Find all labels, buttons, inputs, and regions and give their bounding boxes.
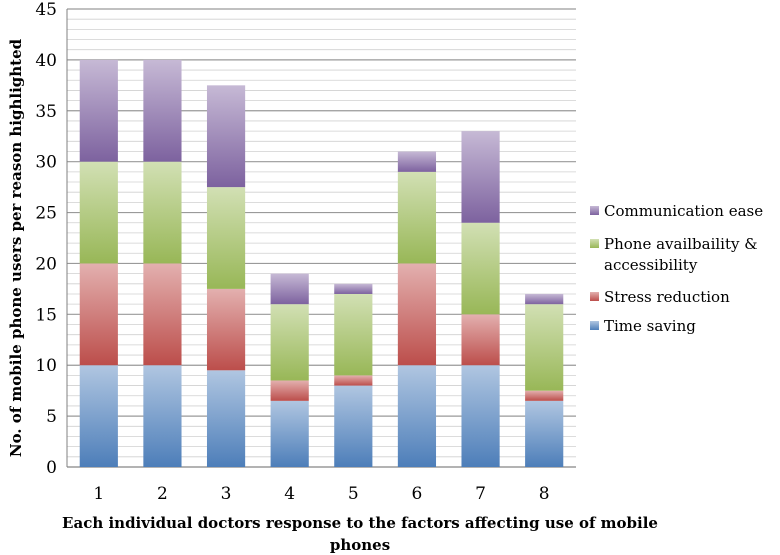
y-tick-label: 25	[35, 204, 57, 224]
x-tick-label: 7	[475, 484, 486, 504]
legend-swatch	[590, 292, 599, 301]
x-tick-label: 2	[157, 484, 168, 504]
x-tick-label: 6	[412, 484, 423, 504]
bar-segment	[270, 400, 309, 467]
bar-segment	[397, 151, 437, 172]
legend-label: Stress reduction	[604, 288, 730, 306]
bar-segment	[525, 400, 564, 467]
bar-segment	[525, 293, 564, 305]
bar-segment	[461, 314, 500, 366]
y-tick-label: 15	[35, 305, 57, 325]
y-tick-label: 0	[46, 458, 57, 478]
bar-segment	[270, 380, 309, 401]
legend-swatch	[590, 321, 599, 330]
bar-segment	[397, 171, 437, 264]
y-axis-ticks: 0 5 10 15 20 25 30 35 40 45	[35, 0, 57, 478]
y-tick-label: 20	[35, 254, 57, 274]
y-tick-label: 40	[35, 51, 57, 71]
bar-segment	[79, 59, 118, 162]
y-axis-title: No. of mobile phone users per reason hig…	[7, 38, 25, 457]
bar-segment	[525, 390, 564, 401]
y-tick-label: 10	[35, 356, 57, 376]
bar-segment	[270, 273, 309, 305]
bar-segment	[397, 365, 437, 467]
bar-segment	[79, 263, 118, 366]
y-tick-label: 30	[35, 153, 57, 173]
x-tick-label: 3	[221, 484, 232, 504]
bar-segment	[79, 161, 118, 264]
bar-segment	[206, 370, 246, 467]
legend-label: Communication ease	[604, 202, 763, 220]
bar-segment	[334, 385, 373, 467]
bar-segment	[461, 222, 500, 315]
bar-segment	[334, 283, 373, 294]
x-axis-title: Each individual doctors response to the …	[62, 514, 658, 554]
bar-segment	[143, 59, 182, 162]
bar-segment	[143, 365, 182, 467]
y-tick-label: 35	[35, 102, 57, 122]
legend: Communication ease Phone availbaility & ac…	[590, 202, 763, 335]
legend-label: Phone availbaility & accessibility	[604, 235, 758, 274]
bar-segment	[206, 288, 246, 371]
legend-swatch	[590, 239, 599, 248]
bar-segment	[270, 304, 309, 381]
x-tick-label: 5	[348, 484, 359, 504]
bar-group	[79, 59, 564, 467]
x-tick-label: 1	[93, 484, 104, 504]
y-tick-label: 5	[46, 407, 57, 427]
bar-segment	[143, 161, 182, 264]
bar-segment	[461, 131, 500, 223]
bar-segment	[461, 365, 500, 467]
bar-segment	[206, 187, 246, 289]
bar-segment	[143, 263, 182, 366]
x-tick-label: 8	[539, 484, 550, 504]
y-tick-label: 45	[35, 0, 57, 20]
bar-segment	[334, 375, 373, 386]
legend-label: Time saving	[604, 317, 696, 335]
bar-segment	[79, 365, 118, 467]
bar-segment	[334, 293, 373, 376]
x-axis-ticks: 1 2 3 4 5 6 7 8	[93, 484, 549, 504]
legend-swatch	[590, 206, 599, 215]
bar-segment	[525, 304, 564, 391]
x-tick-label: 4	[284, 484, 295, 504]
bar-segment	[206, 85, 246, 188]
bar-segment	[397, 263, 437, 366]
